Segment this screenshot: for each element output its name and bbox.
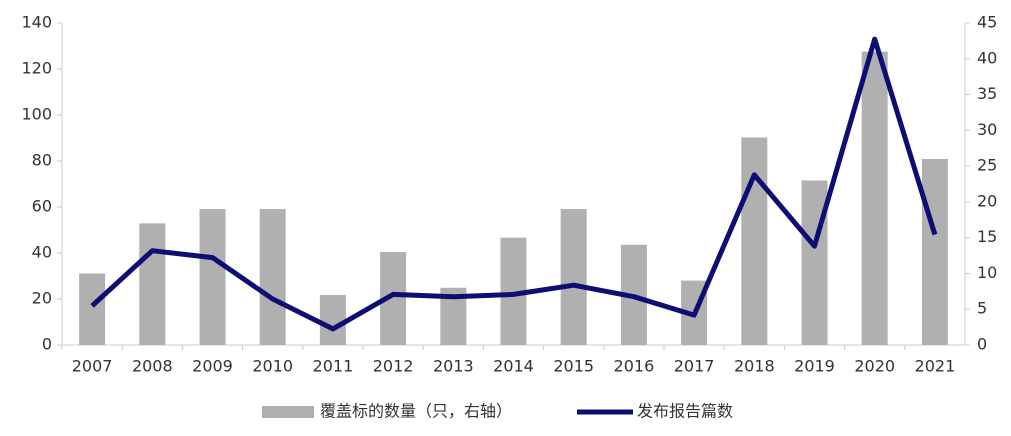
y-tick-label: 0 <box>42 335 52 354</box>
x-tick-label: 2015 <box>553 357 594 376</box>
x-tick-label: 2021 <box>915 357 956 376</box>
bar <box>560 209 587 345</box>
bar <box>199 209 226 345</box>
y2-tick-label: 20 <box>977 191 997 210</box>
x-tick-label: 2007 <box>72 357 113 376</box>
bar <box>139 223 166 345</box>
y2-tick-label: 0 <box>977 335 987 354</box>
y2-tick-label: 5 <box>977 299 987 318</box>
x-tick-label: 2011 <box>313 357 354 376</box>
x-tick-label: 2008 <box>132 357 173 376</box>
x-tick-label: 2013 <box>433 357 474 376</box>
x-tick-label: 2010 <box>252 357 293 376</box>
x-tick-label: 2019 <box>794 357 835 376</box>
bar <box>79 273 106 345</box>
y2-tick-label: 35 <box>977 84 997 103</box>
line <box>90 36 938 332</box>
x-tick-label: 2014 <box>493 357 534 376</box>
x-tick-label: 2012 <box>373 357 414 376</box>
y-tick-label: 40 <box>32 243 52 262</box>
x-tick-label: 2020 <box>854 357 895 376</box>
y2-tick-label: 45 <box>977 13 997 32</box>
legend-label: 发布报告篇数 <box>637 402 733 421</box>
bar <box>801 180 828 345</box>
y-tick-label: 60 <box>32 197 52 216</box>
x-tick-label: 2016 <box>614 357 655 376</box>
y-tick-label: 20 <box>32 289 52 308</box>
y2-tick-label: 15 <box>977 227 997 246</box>
bar <box>319 294 346 345</box>
y-tick-label: 140 <box>21 13 52 32</box>
legend-label: 覆盖标的数量（只，右轴） <box>320 402 512 421</box>
x-tick-label: 2009 <box>192 357 233 376</box>
bar <box>921 158 948 345</box>
bar <box>259 209 286 345</box>
x-tick-label: 2018 <box>734 357 775 376</box>
y2-tick-label: 30 <box>977 120 997 139</box>
y2-tick-label: 40 <box>977 48 997 67</box>
y2-tick-label: 10 <box>977 263 997 282</box>
bar <box>861 51 888 345</box>
y2-tick-label: 25 <box>977 156 997 175</box>
y-tick-label: 100 <box>21 105 52 124</box>
bar <box>741 137 768 345</box>
x-tick-label: 2017 <box>674 357 715 376</box>
y-tick-label: 80 <box>32 151 52 170</box>
legend-swatch <box>262 406 314 418</box>
y-tick-label: 120 <box>21 59 52 78</box>
